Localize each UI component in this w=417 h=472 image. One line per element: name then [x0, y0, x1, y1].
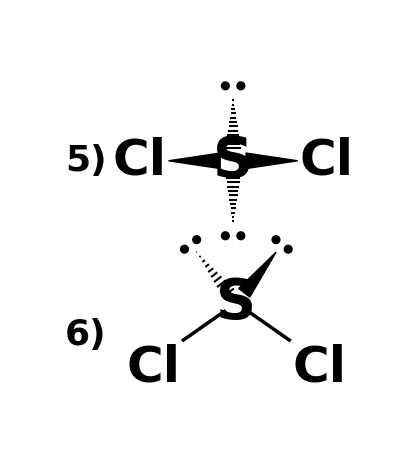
Circle shape: [221, 232, 229, 240]
Circle shape: [237, 232, 245, 240]
Text: 5): 5): [65, 144, 107, 178]
Text: S: S: [216, 276, 256, 330]
Text: Cl: Cl: [299, 137, 353, 185]
Polygon shape: [239, 252, 276, 297]
Text: Cl: Cl: [292, 343, 347, 391]
Circle shape: [284, 245, 292, 253]
Circle shape: [237, 82, 245, 90]
Text: 6): 6): [65, 318, 107, 352]
Text: Cl: Cl: [126, 343, 180, 391]
Circle shape: [181, 245, 188, 253]
Polygon shape: [168, 153, 220, 169]
Polygon shape: [246, 153, 298, 169]
Text: S: S: [213, 134, 253, 188]
Circle shape: [193, 236, 201, 244]
Circle shape: [221, 82, 229, 90]
Circle shape: [272, 236, 280, 244]
Text: Cl: Cl: [113, 137, 167, 185]
